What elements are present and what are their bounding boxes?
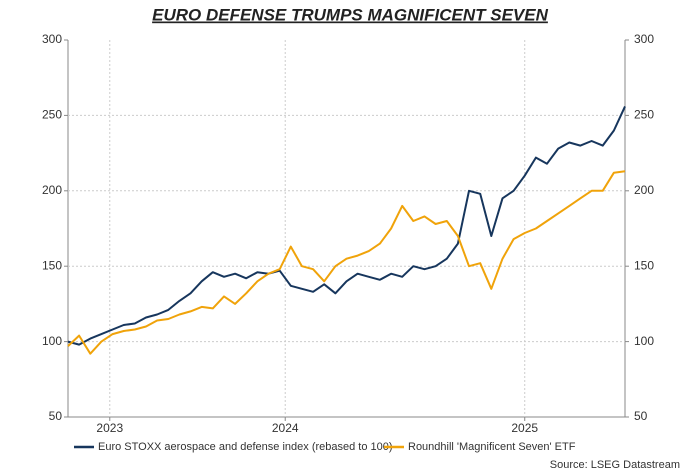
- x-tick-label: 2024: [272, 421, 299, 435]
- y-tick-label: 200: [42, 183, 62, 197]
- y-tick-label: 250: [42, 108, 62, 122]
- y2-tick-label: 300: [634, 32, 654, 46]
- series-line: [67, 170, 626, 355]
- y2-tick-label: 150: [634, 258, 654, 272]
- y2-tick-label: 250: [634, 108, 654, 122]
- source: Source: LSEG Datastream: [550, 459, 680, 471]
- y2-tick-label: 100: [634, 334, 654, 348]
- legend-label: Roundhill 'Magnificent Seven' ETF: [408, 441, 576, 453]
- series-line: [67, 105, 626, 346]
- x-tick-label: 2023: [96, 421, 123, 435]
- legend-label: Euro STOXX aerospace and defense index (…: [98, 441, 393, 453]
- y-tick-label: 50: [49, 409, 63, 423]
- y2-tick-label: 200: [634, 183, 654, 197]
- y-tick-label: 300: [42, 32, 62, 46]
- y-tick-label: 100: [42, 334, 62, 348]
- x-tick-label: 2025: [511, 421, 538, 435]
- y2-tick-label: 50: [634, 409, 648, 423]
- y-tick-label: 150: [42, 258, 62, 272]
- chart-title: EURO DEFENSE TRUMPS MAGNIFICENT SEVEN: [152, 5, 548, 24]
